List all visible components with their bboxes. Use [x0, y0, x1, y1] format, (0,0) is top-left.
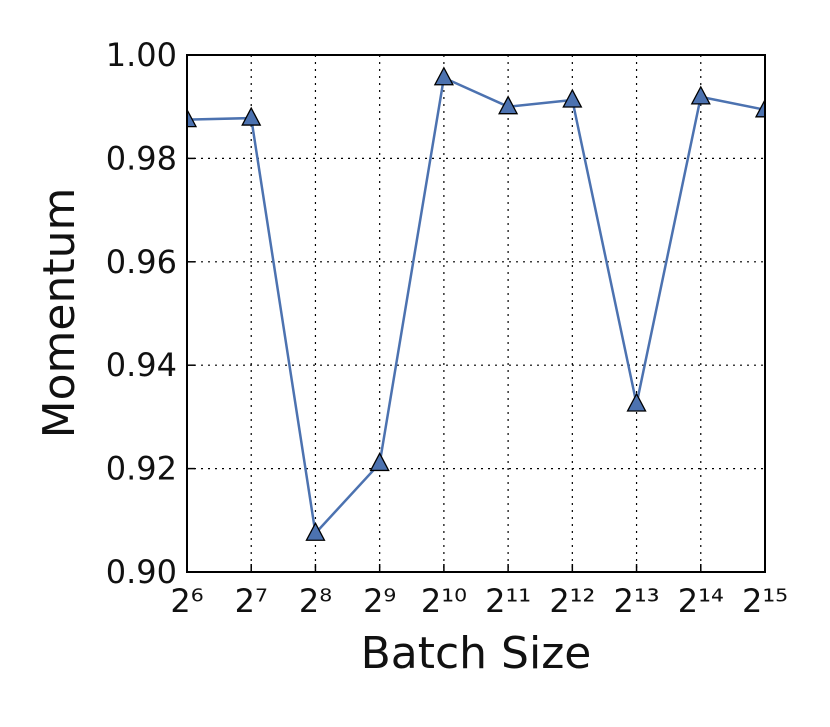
data-point	[690, 85, 711, 105]
x-tick-label: 2⁷	[235, 582, 268, 620]
x-tick-label: 2⁹	[363, 582, 396, 620]
x-axis-label: Batch Size	[361, 628, 592, 679]
x-tick-label: 2¹⁰	[421, 582, 467, 620]
plot-area	[187, 66, 765, 541]
grid	[186, 54, 766, 573]
series-line	[187, 75, 765, 536]
y-tick-label: 0.90	[106, 553, 177, 591]
x-tick-label: 2¹³	[614, 582, 660, 620]
y-tick-label: 0.92	[106, 450, 177, 488]
tick-labels: 0.90 0.92 0.94 0.96 0.98 1.00 2⁶ 2⁷ 2⁸ 2⁹ 2¹⁰ 2¹¹ 2¹…	[106, 36, 788, 620]
x-tick-label: 2⁶	[170, 582, 203, 620]
data-point	[498, 95, 519, 115]
y-axis-label: Momentum	[34, 188, 85, 439]
y-tick-label: 0.98	[106, 139, 177, 177]
x-tick-label: 2¹⁴	[678, 582, 724, 620]
x-tick-label: 2⁸	[299, 582, 332, 620]
data-point	[754, 98, 765, 118]
data-point	[369, 452, 390, 472]
data-point	[241, 106, 262, 126]
data-point	[626, 392, 647, 412]
x-tick-label: 2¹⁵	[742, 582, 788, 620]
y-tick-label: 1.00	[106, 36, 177, 74]
data-point	[562, 88, 583, 108]
data-point	[433, 66, 454, 86]
x-tick-label: 2¹¹	[485, 582, 531, 620]
data-point	[305, 521, 326, 541]
y-tick-label: 0.96	[106, 243, 177, 281]
y-tick-label: 0.94	[106, 346, 177, 384]
x-tick-label: 2¹²	[549, 582, 595, 620]
data-point	[187, 108, 198, 128]
plot-frame	[186, 54, 766, 573]
